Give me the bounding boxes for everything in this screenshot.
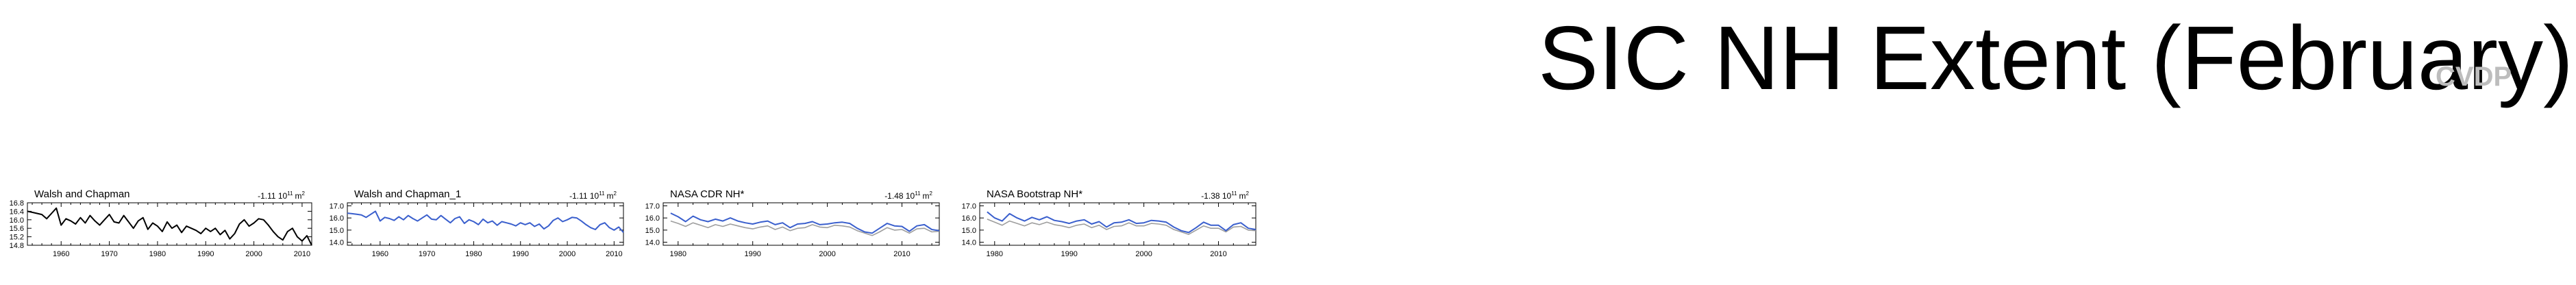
y-tick-label: 16.4: [10, 208, 24, 216]
series-line-gray: [987, 219, 1256, 235]
trend-label: -1.11 1011 m2: [569, 190, 617, 201]
y-tick-label: 17.0: [645, 202, 660, 210]
x-tick-label: 2010: [893, 250, 910, 258]
panel-title: Walsh and Chapman: [34, 188, 130, 200]
trend-unit-exponent: 2: [1246, 190, 1250, 197]
x-tick-label: 1980: [465, 250, 482, 258]
chart-panel-4: NASA Bootstrap NH* -1.38 1011 m2 1980 1990 20…: [962, 188, 1256, 258]
trend-label: -1.11 1011 m2: [258, 190, 305, 201]
x-tick-label: 2010: [294, 250, 310, 258]
plot-frame: [347, 202, 624, 246]
y-tick-label: 15.0: [645, 227, 660, 235]
plot-frame: [27, 202, 312, 246]
x-tick-label: 2000: [819, 250, 835, 258]
series-line-black: [27, 207, 312, 246]
x-tick-label: 2010: [606, 250, 622, 258]
y-tick-label: 16.0: [330, 214, 344, 223]
series-line-gray: [670, 220, 940, 236]
y-tick-label: 15.0: [962, 227, 976, 235]
watermark: CVDP: [2436, 62, 2512, 92]
trend-unit-exponent: 2: [302, 190, 306, 197]
trend-unit-exponent: 2: [930, 190, 933, 197]
y-tick-label: 16.0: [645, 214, 660, 223]
x-tick-label: 1990: [197, 250, 214, 258]
trend-unit: m: [295, 191, 302, 201]
series-line-blue: [670, 212, 940, 234]
trend-unit-exponent: 2: [614, 190, 617, 197]
trend-value: -1.38 10: [1201, 191, 1231, 201]
series-line-blue: [987, 211, 1256, 234]
trend-exponent: 11: [1231, 190, 1237, 197]
y-tick-label: 17.0: [330, 202, 344, 210]
panel-title: NASA Bootstrap NH*: [987, 188, 1082, 200]
x-tick-label: 2000: [559, 250, 575, 258]
x-tick-label: 1980: [670, 250, 686, 258]
y-tick-label: 15.6: [10, 225, 24, 233]
plot-frame: [662, 202, 940, 246]
x-tick-label: 1970: [101, 250, 117, 258]
x-tick-label: 1990: [1061, 250, 1077, 258]
trend-exponent: 11: [915, 190, 921, 197]
x-tick-label: 2000: [1135, 250, 1152, 258]
x-tick-label: 1980: [987, 250, 1003, 258]
y-tick-label: 15.0: [330, 227, 344, 235]
chart-panel-1: Walsh and Chapman -1.11 1011 m2 1960 1970 198…: [10, 188, 312, 258]
x-tick-label: 1960: [53, 250, 69, 258]
y-tick-label: 14.8: [10, 242, 24, 250]
trend-label: -1.38 1011 m2: [1201, 190, 1249, 201]
x-tick-label: 2000: [245, 250, 262, 258]
x-tick-label: 1970: [419, 250, 435, 258]
y-tick-label: 14.0: [962, 239, 976, 247]
trend-value: -1.48 10: [884, 191, 915, 201]
y-tick-label: 15.2: [10, 234, 24, 242]
page-title: SIC NH Extent (February): [1538, 8, 2573, 108]
chart-panel-2: Walsh and Chapman_1 -1.11 1011 m2 1960 1970 1…: [330, 188, 624, 258]
y-tick-label: 17.0: [962, 202, 976, 210]
chart-panel-3: NASA CDR NH* -1.48 1011 m2 1980 1990 2000 2010…: [645, 188, 940, 258]
y-tick-label: 14.0: [330, 239, 344, 247]
y-tick-label: 16.0: [10, 216, 24, 225]
series-line-blue: [347, 210, 624, 234]
x-tick-label: 2010: [1210, 250, 1226, 258]
x-tick-label: 1980: [149, 250, 166, 258]
trend-value: -1.11 10: [569, 191, 599, 201]
trend-unit: m: [607, 191, 614, 201]
y-tick-label: 14.0: [645, 239, 660, 247]
trend-exponent: 11: [287, 190, 293, 197]
x-tick-label: 1990: [512, 250, 528, 258]
x-tick-label: 1960: [372, 250, 388, 258]
panel-title: Walsh and Chapman_1: [354, 188, 461, 200]
y-tick-label: 16.8: [10, 199, 24, 208]
x-tick-label: 1990: [744, 250, 760, 258]
trend-value: -1.11 10: [258, 191, 287, 201]
trend-exponent: 11: [599, 190, 605, 197]
y-tick-label: 16.0: [962, 214, 976, 223]
trend-unit: m: [923, 191, 930, 201]
trend-label: -1.48 1011 m2: [884, 190, 932, 201]
panel-title: NASA CDR NH*: [670, 188, 745, 200]
trend-unit: m: [1239, 191, 1246, 201]
plot-frame: [979, 202, 1256, 246]
